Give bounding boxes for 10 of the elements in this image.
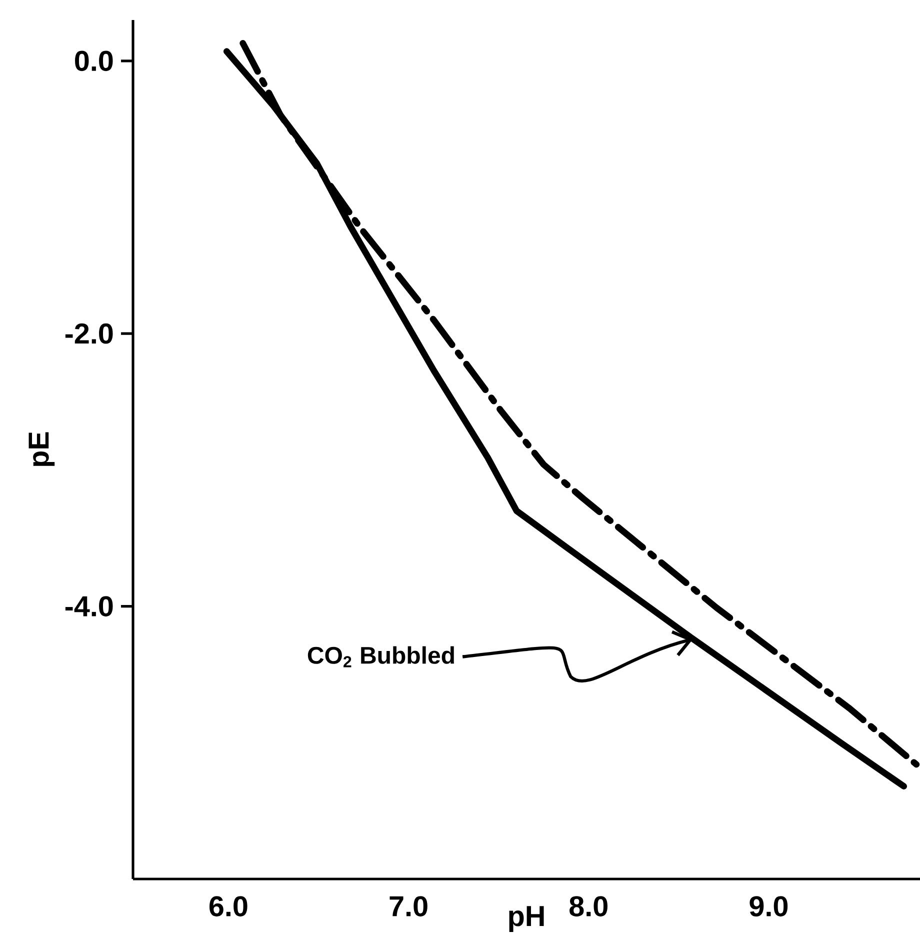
y-axis-title: pE <box>28 432 55 466</box>
x-tick-label: 6.0 <box>210 896 248 916</box>
y-tick-label: 0.0 <box>75 50 113 72</box>
x-axis-title: pH <box>509 906 544 932</box>
x-tick-label: 9.0 <box>750 896 788 916</box>
x-tick-label: 8.0 <box>570 896 608 916</box>
annotation: CO$_{2}$ Bubbled <box>308 646 454 668</box>
y-tick-label: -2.0 <box>65 323 113 344</box>
y-tick-label: -4.0 <box>65 596 113 616</box>
x-tick-label: 7.0 <box>390 896 428 916</box>
